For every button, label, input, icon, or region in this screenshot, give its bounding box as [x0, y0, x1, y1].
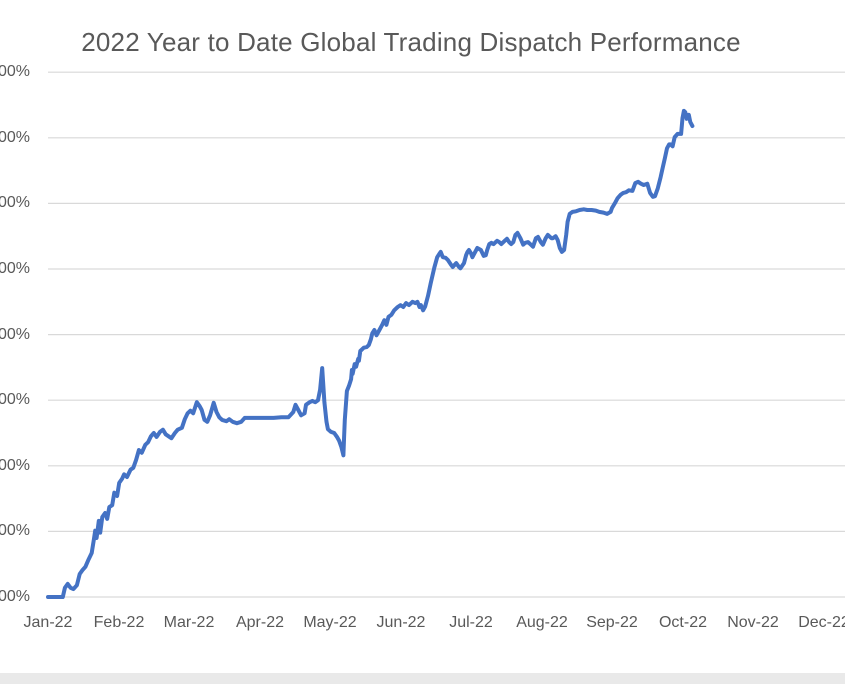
- x-axis-tick-label: Feb-22: [93, 614, 145, 631]
- series-line: [46, 108, 695, 599]
- gridlines: [48, 71, 845, 598]
- x-axis-tick-label: Jul-22: [449, 614, 493, 631]
- x-axis-tick-label: Oct-22: [658, 614, 707, 631]
- x-axis-tick-label: Jun-22: [376, 614, 426, 631]
- x-axis-tick-label: Sep-22: [586, 614, 638, 631]
- bottom-strip: [0, 673, 845, 684]
- y-axis-tick-label: 00%: [0, 391, 30, 408]
- x-axis-tick-label: Aug-22: [516, 614, 568, 631]
- y-axis-tick-label: 00%: [0, 194, 30, 211]
- x-axis-tick-label: Nov-22: [727, 614, 779, 631]
- y-axis-tick-label: 00%: [0, 129, 30, 146]
- x-axis-tick-label: Dec-22: [798, 614, 845, 631]
- y-axis-tick-label: 00%: [0, 326, 30, 343]
- y-axis-tick-label: 00%: [0, 522, 30, 539]
- x-axis-tick-label: May-22: [303, 614, 357, 631]
- chart-title: 2022 Year to Date Global Trading Dispatc…: [81, 27, 741, 57]
- x-axis-tick-label: Apr-22: [235, 614, 285, 631]
- y-axis-tick-label: 00%: [0, 457, 30, 474]
- y-axis-tick-label: 00%: [0, 260, 30, 277]
- x-axis-tick-label: Mar-22: [163, 614, 215, 631]
- x-axis-tick-label: Jan-22: [23, 614, 73, 631]
- y-axis-tick-label: 00%: [0, 63, 30, 80]
- y-axis-tick-label: 00%: [0, 588, 30, 605]
